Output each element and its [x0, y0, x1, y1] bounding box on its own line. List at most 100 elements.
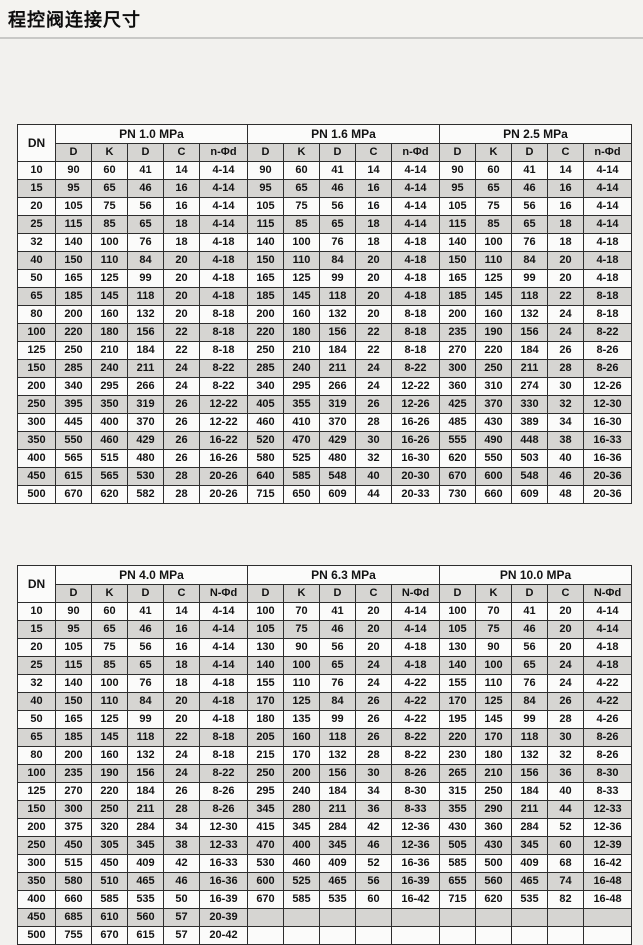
value-cell: 24	[547, 323, 584, 342]
table-row: 15 95 65 46 16 4-14 105 75 46 20 4-14 105 75 46 20 4-14	[17, 620, 633, 639]
value-cell: 115	[55, 656, 92, 675]
value-cell: 409	[319, 854, 356, 873]
value-cell: 450	[91, 854, 128, 873]
table-row: 20 105 75 56 16 4-14 105 75 56 16 4-14 105 75 56 16 4-1…	[17, 197, 632, 216]
value-cell: 8-26	[582, 728, 633, 747]
table-row: 400 660 585 535 50 16-39 670 585 535 60 16-42 715 62…	[17, 890, 633, 909]
value-cell: 105	[55, 638, 92, 657]
value-cell: 20	[547, 269, 584, 288]
value-cell: 18	[355, 233, 392, 252]
value-cell: 8-26	[199, 800, 248, 819]
value-cell: 319	[319, 395, 356, 414]
value-cell: 480	[319, 449, 356, 468]
dn-cell: 200	[17, 377, 56, 396]
value-cell: 85	[91, 656, 128, 675]
value-cell: 184	[127, 341, 164, 360]
value-cell	[511, 908, 548, 927]
value-cell	[439, 926, 476, 945]
value-cell: 660	[55, 890, 92, 909]
value-cell: 12-33	[199, 836, 248, 855]
value-cell: 12-39	[582, 836, 633, 855]
value-cell: 100	[91, 674, 128, 693]
value-cell: 38	[547, 431, 584, 450]
value-cell: 4-22	[391, 674, 440, 693]
value-cell	[319, 908, 356, 927]
value-cell: 211	[511, 800, 548, 819]
value-cell: 156	[319, 764, 356, 783]
value-cell: 165	[55, 710, 92, 729]
dn-cell: 500	[17, 926, 56, 945]
value-cell: 8-22	[391, 746, 440, 765]
value-cell: 4-18	[391, 269, 440, 288]
value-cell: 4-14	[199, 161, 248, 180]
dn-cell: 20	[17, 197, 56, 216]
value-cell: 250	[475, 359, 512, 378]
value-cell: 211	[319, 800, 356, 819]
value-cell: 185	[55, 728, 92, 747]
pressure-group-header: PN 10.0 MPa	[438, 565, 633, 585]
value-cell: 8-18	[391, 323, 440, 342]
value-cell	[355, 926, 392, 945]
value-cell: 585	[283, 890, 320, 909]
value-cell: 170	[283, 746, 320, 765]
value-cell: 345	[511, 836, 548, 855]
value-cell: 4-14	[199, 179, 248, 198]
value-cell: 41	[319, 161, 356, 180]
dn-cell: 25	[17, 215, 56, 234]
dn-cell: 40	[17, 251, 56, 270]
column-header-cell: C	[547, 143, 584, 162]
value-cell: 46	[511, 620, 548, 639]
column-header-cell: K	[475, 584, 512, 603]
value-cell: 32	[355, 449, 392, 468]
value-cell: 125	[475, 269, 512, 288]
table-row: 350 580 510 465 46 16-36 600 525 465 56 16-39 655 56…	[17, 872, 633, 891]
value-cell: 76	[127, 674, 164, 693]
page-title: 程控阀连接尺寸	[8, 10, 141, 30]
value-cell: 24	[163, 746, 200, 765]
column-header-cell: D	[55, 143, 92, 162]
value-cell: 140	[55, 233, 92, 252]
value-cell: 156	[319, 323, 356, 342]
value-cell: 16-48	[582, 890, 633, 909]
value-cell	[582, 926, 633, 945]
value-cell: 580	[247, 449, 284, 468]
page-header: 程控阀连接尺寸	[0, 0, 643, 39]
value-cell: 44	[547, 800, 584, 819]
value-cell: 105	[55, 197, 92, 216]
value-cell: 26	[547, 692, 584, 711]
value-cell: 60	[91, 602, 128, 621]
value-cell: 220	[247, 323, 284, 342]
value-cell: 600	[247, 872, 284, 891]
value-cell: 41	[511, 602, 548, 621]
value-cell: 20	[163, 710, 200, 729]
value-cell: 370	[475, 395, 512, 414]
value-cell: 16-36	[199, 872, 248, 891]
value-cell: 34	[547, 413, 584, 432]
value-cell: 266	[127, 377, 164, 396]
value-cell: 75	[475, 197, 512, 216]
value-cell: 24	[355, 359, 392, 378]
value-cell: 20	[547, 638, 584, 657]
value-cell: 20	[163, 269, 200, 288]
value-cell: 84	[319, 251, 356, 270]
value-cell: 32	[547, 746, 584, 765]
value-cell: 125	[283, 269, 320, 288]
value-cell: 755	[55, 926, 92, 945]
value-cell: 16-36	[391, 854, 440, 873]
value-cell: 65	[319, 656, 356, 675]
value-cell: 22	[163, 341, 200, 360]
value-cell: 24	[163, 377, 200, 396]
value-cell: 4-18	[199, 692, 248, 711]
value-cell: 190	[475, 323, 512, 342]
value-cell	[319, 926, 356, 945]
value-cell: 20	[163, 251, 200, 270]
value-cell	[475, 908, 512, 927]
value-cell: 12-26	[391, 395, 440, 414]
value-cell: 70	[475, 602, 512, 621]
table-row: 200 375 320 284 34 12-30 415 345 284 42 12-36 430 36…	[17, 818, 633, 837]
value-cell: 99	[319, 269, 356, 288]
value-cell: 315	[439, 782, 476, 801]
value-cell: 26	[163, 413, 200, 432]
value-cell: 405	[247, 395, 284, 414]
value-cell: 118	[319, 728, 356, 747]
